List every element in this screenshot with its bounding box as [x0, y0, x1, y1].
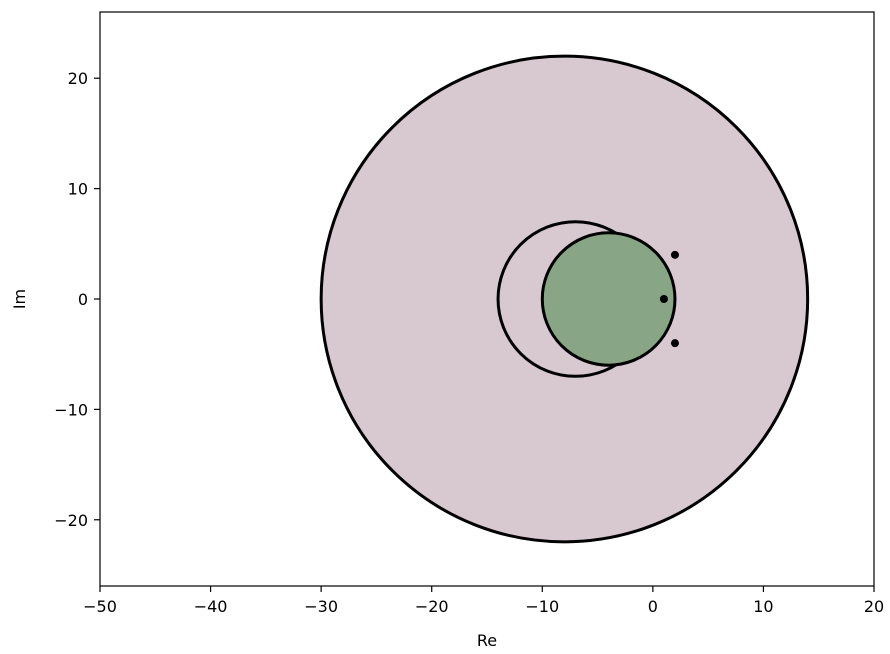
y-tick-label: 20	[68, 69, 88, 88]
x-tick-label: 20	[864, 597, 884, 616]
y-tick-label: 0	[78, 290, 88, 309]
eigenvalue-point-2	[659, 295, 668, 303]
y-tick-label: 10	[68, 180, 88, 199]
x-tick-label: −10	[525, 597, 559, 616]
gershgorin-disk-3	[540, 231, 677, 367]
y-tick-label: −10	[54, 400, 88, 419]
eigenvalue-point-1	[670, 250, 679, 259]
x-tick-label: 10	[753, 597, 773, 616]
x-tick-label: −30	[304, 597, 338, 616]
y-tick-label: −20	[54, 511, 88, 530]
y-axis: −20 −10 0 10 20	[54, 69, 100, 530]
eigenvalue-point-3	[670, 339, 679, 348]
x-tick-label: 0	[648, 597, 658, 616]
x-tick-label: −20	[415, 597, 449, 616]
x-tick-label: −40	[194, 597, 228, 616]
x-axis: −50 −40 −30 −20 −10 0 10 20	[83, 586, 884, 616]
x-axis-label: Re	[477, 631, 497, 650]
x-tick-label: −50	[83, 597, 117, 616]
circles-layer	[319, 54, 810, 544]
y-axis-label: Im	[10, 289, 29, 309]
points-layer	[659, 250, 679, 348]
